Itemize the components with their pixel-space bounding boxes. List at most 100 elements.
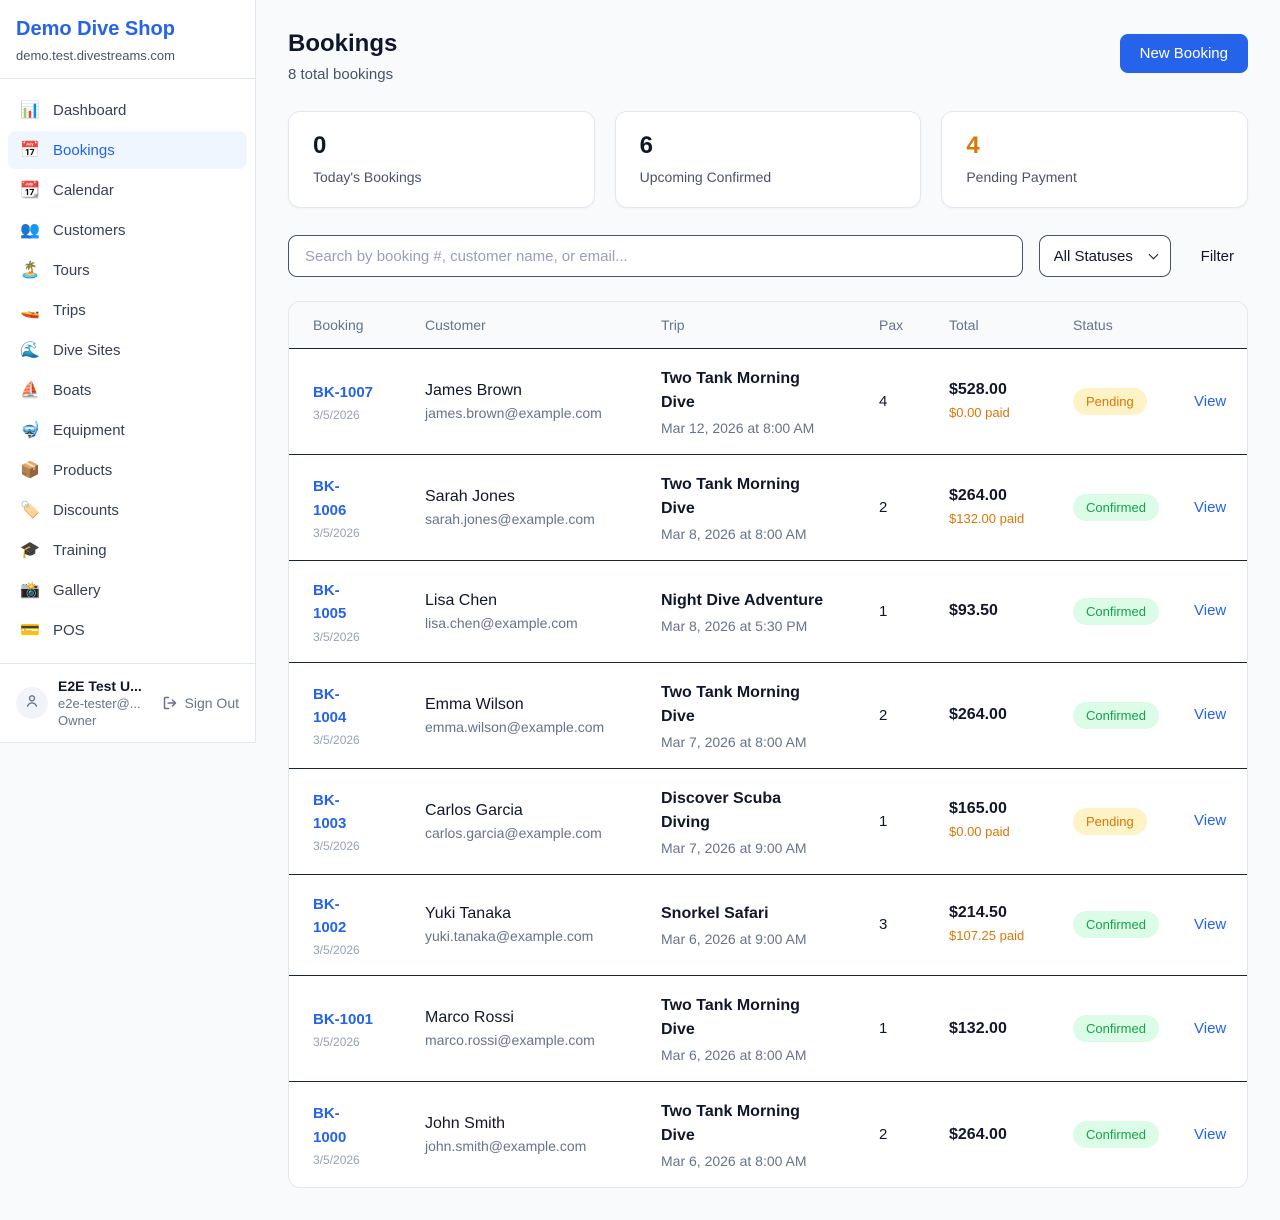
total-amount: $214.50 [949,904,1007,922]
stat-label: Pending Payment [966,169,1077,185]
booking-id-link[interactable]: BK-1007 [313,383,374,401]
trip-name: Two Tank Morning Dive [661,476,800,517]
view-link[interactable]: View [1194,1019,1227,1037]
booking-date: 3/5/2026 [313,733,360,748]
sidebar: Demo Dive Shop demo.test.divestreams.com… [0,0,256,743]
search-input[interactable] [288,235,1023,277]
paid-amount: $0.00 paid [949,404,1010,420]
sign-out-button[interactable]: Sign Out [162,695,239,711]
view-link[interactable]: View [1194,602,1227,620]
booking-date: 3/5/2026 [313,629,360,644]
sidebar-item-customers[interactable]: 👥 Customers [8,211,247,249]
paid-amount: $132.00 paid [949,510,1025,526]
sidebar-item-products[interactable]: 📦 Products [8,451,247,489]
user-icon [24,693,40,714]
total-amount: $132.00 [949,1019,1007,1037]
customer-name: Lisa Chen [425,591,498,609]
user-section: E2E Test U... e2e-tester@... Owner Sign … [0,663,255,742]
sidebar-item-bookings[interactable]: 📅 Bookings [8,131,247,169]
view-link[interactable]: View [1194,812,1227,829]
pax-count: 1 [879,812,888,830]
total-amount: $165.00 [949,800,1007,818]
trip-datetime: Mar 8, 2026 at 5:30 PM [661,617,808,634]
view-link[interactable]: View [1194,1125,1227,1143]
booking-id-link[interactable]: BK- 1000 [313,1105,347,1146]
view-link[interactable]: View [1194,915,1227,933]
stat-label: Upcoming Confirmed [639,169,772,185]
stat-value: 0 [313,132,327,159]
stats-row: 0 Today's Bookings 6 Upcoming Confirmed … [288,111,1248,208]
booking-id-link[interactable]: BK- 1006 [313,478,347,519]
customer-name: Emma Wilson [425,695,524,713]
column-header-customer: Customer [425,317,486,333]
customer-name: Yuki Tanaka [425,905,511,923]
table-row: BK-1001 3/5/2026 Marco Rossi marco.rossi… [289,976,1247,1082]
filter-button[interactable]: Filter [1187,248,1248,265]
dashboard-icon: 📊 [20,102,40,119]
sidebar-header: Demo Dive Shop demo.test.divestreams.com [0,0,255,79]
booking-id-link[interactable]: BK- 1005 [313,582,347,623]
sidebar-item-label: Equipment [53,421,125,439]
status-badge: Pending [1073,388,1147,415]
sidebar-item-label: Customers [53,221,126,239]
shop-domain: demo.test.divestreams.com [16,48,175,63]
user-email: e2e-tester@... [58,696,141,711]
trip-datetime: Mar 6, 2026 at 9:00 AM [661,931,807,948]
booking-id-link[interactable]: BK- 1002 [313,895,347,936]
sidebar-item-training[interactable]: 🎓 Training [8,531,247,569]
booking-date: 3/5/2026 [313,1152,360,1167]
trip-name: Discover Scuba Diving [661,789,782,831]
trip-datetime: Mar 6, 2026 at 8:00 AM [661,1153,807,1169]
booking-id-link[interactable]: BK- 1004 [313,685,347,726]
sidebar-item-label: Gallery [53,581,101,599]
column-header-trip: Trip [661,317,685,333]
booking-date: 3/5/2026 [313,839,360,854]
status-badge: Confirmed [1073,1015,1159,1042]
filter-row: All Statuses Filter [288,235,1248,277]
table-row: BK- 1005 3/5/2026 Lisa Chen lisa.chen@ex… [289,561,1247,663]
trip-datetime: Mar 7, 2026 at 8:00 AM [661,733,807,750]
customer-name: John Smith [425,1115,506,1132]
main-content: Bookings 8 total bookings New Booking 0 … [256,0,1280,1220]
customer-name: James Brown [425,382,522,399]
column-header-status: Status [1073,317,1113,333]
pos-icon: 💳 [20,622,40,639]
total-amount: $528.00 [949,380,1007,398]
new-booking-button[interactable]: New Booking [1119,34,1248,73]
table-body: BK-1007 3/5/2026 James Brown james.brown… [289,349,1247,1187]
sidebar-item-label: Dive Sites [53,341,121,359]
sidebar-item-label: Bookings [53,141,115,159]
sidebar-item-boats[interactable]: ⛵ Boats [8,371,247,409]
total-bookings-count: 8 total bookings [288,66,394,83]
customer-name: Carlos Garcia [425,801,523,819]
pax-count: 3 [879,916,888,934]
view-link[interactable]: View [1194,498,1227,516]
sidebar-item-equipment[interactable]: 🤿 Equipment [8,411,247,449]
sidebar-item-tours[interactable]: 🏝️ Tours [8,251,247,289]
total-amount: $264.00 [949,706,1007,723]
view-link[interactable]: View [1194,392,1227,410]
pax-count: 1 [879,602,888,620]
sidebar-item-pos[interactable]: 💳 POS [8,611,247,649]
sidebar-item-discounts[interactable]: 🏷️ Discounts [8,491,247,529]
sidebar-item-calendar[interactable]: 📆 Calendar [8,171,247,209]
view-link[interactable]: View [1194,706,1227,723]
status-filter-select[interactable]: All Statuses [1038,235,1171,277]
booking-id-link[interactable]: BK- 1003 [313,791,347,832]
sidebar-item-dashboard[interactable]: 📊 Dashboard [8,91,247,129]
sidebar-item-gallery[interactable]: 📸 Gallery [8,571,247,609]
table-header-row: Booking Customer Trip Pax Total Status [289,302,1247,349]
customer-email: lisa.chen@example.com [425,614,578,631]
total-amount: $264.00 [949,1125,1007,1143]
booking-date: 3/5/2026 [313,943,360,957]
pax-count: 2 [879,499,888,516]
column-header-pax: Pax [879,317,904,333]
total-amount: $264.00 [949,486,1007,504]
sign-out-icon [162,695,178,711]
booking-id-link[interactable]: BK-1001 [313,1010,374,1028]
sidebar-item-trips[interactable]: 🚤 Trips [8,291,247,329]
sidebar-item-label: Products [53,461,113,479]
sidebar-item-dive-sites[interactable]: 🌊 Dive Sites [8,331,247,369]
status-badge: Pending [1073,807,1147,835]
user-role: Owner [58,713,97,728]
